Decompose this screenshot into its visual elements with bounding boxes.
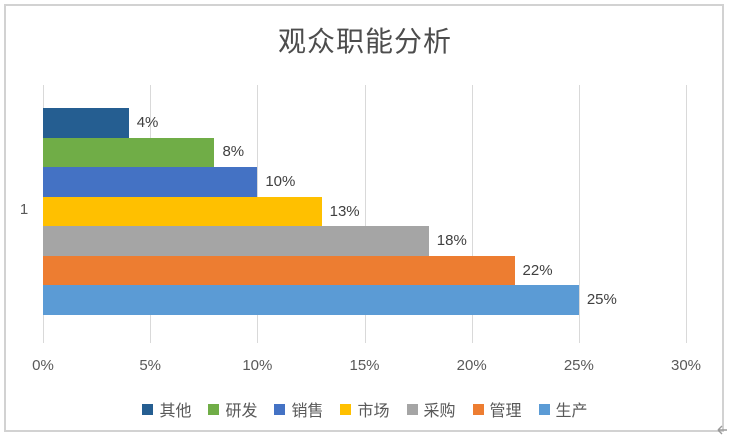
legend-label: 其他 xyxy=(159,403,192,420)
x-axis-tick-label: 10% xyxy=(242,357,273,374)
legend-label: 管理 xyxy=(489,403,522,420)
bar-其他[interactable] xyxy=(43,108,129,138)
bar-市场[interactable] xyxy=(43,196,322,227)
bar-研发[interactable] xyxy=(43,137,215,168)
legend-item-其他[interactable]: 其他 xyxy=(142,397,191,421)
legend-swatch-icon xyxy=(538,403,550,415)
legend-swatch-icon xyxy=(406,403,418,415)
legend-label: 研发 xyxy=(225,403,258,420)
gridline xyxy=(578,85,580,343)
bar-data-label: 13% xyxy=(329,202,360,220)
legend-item-研发[interactable]: 研发 xyxy=(208,397,257,421)
bar-data-label: 10% xyxy=(265,172,296,190)
legend-label: 采购 xyxy=(423,403,456,420)
y-axis-category-label: 1 xyxy=(19,201,29,218)
x-axis-tick-label: 15% xyxy=(349,357,380,374)
bar-data-label: 25% xyxy=(586,291,617,309)
legend-item-管理[interactable]: 管理 xyxy=(472,397,522,421)
legend-swatch-icon xyxy=(340,403,352,415)
resize-cursor-icon xyxy=(717,425,727,435)
x-axis-tick-label: 5% xyxy=(139,357,161,374)
legend: 其他 研发 销售 市场 采购 管理 生产 xyxy=(0,397,730,421)
legend-item-采购[interactable]: 采购 xyxy=(406,397,456,421)
legend-swatch-icon xyxy=(142,403,154,415)
bar-销售[interactable] xyxy=(43,167,258,197)
gridline xyxy=(364,85,366,343)
x-axis-tick-label: 25% xyxy=(563,357,594,374)
x-axis-tick-label: 30% xyxy=(670,357,702,374)
legend-label: 销售 xyxy=(291,403,324,420)
gridline xyxy=(686,85,687,343)
legend-label: 生产 xyxy=(555,403,588,420)
gridline xyxy=(471,85,473,343)
legend-item-生产[interactable]: 生产 xyxy=(538,397,588,421)
bar-data-label: 18% xyxy=(436,232,467,250)
legend-item-市场[interactable]: 市场 xyxy=(340,397,390,421)
x-axis-tick-label: 20% xyxy=(456,357,487,374)
legend-swatch-icon xyxy=(208,403,220,415)
legend-item-销售[interactable]: 销售 xyxy=(274,397,323,421)
bar-管理[interactable] xyxy=(43,255,515,286)
legend-label: 市场 xyxy=(357,403,390,420)
bar-data-label: 4% xyxy=(136,113,159,131)
legend-swatch-icon xyxy=(274,403,286,415)
bar-生产[interactable] xyxy=(43,285,579,315)
legend-swatch-icon xyxy=(472,403,484,415)
chart-title[interactable]: 观众职能分析 xyxy=(277,27,452,58)
bar-采购[interactable] xyxy=(43,226,429,256)
bar-data-label: 8% xyxy=(222,143,245,161)
x-axis-tick-label: 0% xyxy=(32,357,54,374)
bar-data-label: 22% xyxy=(522,261,553,279)
